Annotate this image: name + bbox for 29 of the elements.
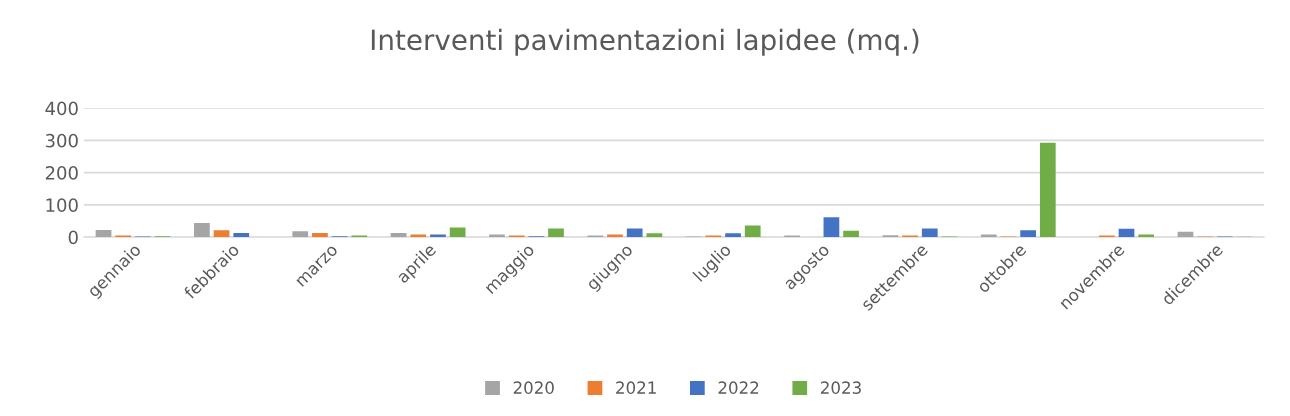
- bar: [312, 232, 328, 238]
- legend-label: 2023: [821, 381, 861, 394]
- bar: [548, 228, 564, 238]
- bar: [823, 217, 840, 238]
- bar: [626, 228, 643, 238]
- bar: [390, 232, 407, 238]
- legend-label: 2021: [616, 381, 656, 394]
- bar: [449, 227, 466, 238]
- y-tick-label: 200: [45, 166, 78, 180]
- bar: [1039, 142, 1056, 238]
- bar: [1118, 228, 1135, 238]
- legend-label: 2022: [718, 381, 759, 394]
- bar: [95, 230, 112, 238]
- y-tick-label: 300: [45, 133, 78, 148]
- bar: [646, 233, 663, 238]
- bar: [194, 222, 210, 238]
- bar: [744, 225, 761, 238]
- y-tick-label: 0: [68, 230, 78, 245]
- bar: [921, 228, 938, 238]
- bar: [1020, 230, 1036, 238]
- y-tick-label: 400: [45, 101, 78, 116]
- chart-title: Interventi pavimentazioni lapidee (mq.): [371, 28, 919, 56]
- bar: [292, 231, 309, 238]
- y-tick-label: 100: [46, 198, 78, 212]
- bar: [213, 230, 230, 238]
- bar: [233, 232, 250, 238]
- bar: [725, 233, 741, 238]
- legend-label: 2020: [513, 381, 554, 394]
- bar: [843, 230, 859, 238]
